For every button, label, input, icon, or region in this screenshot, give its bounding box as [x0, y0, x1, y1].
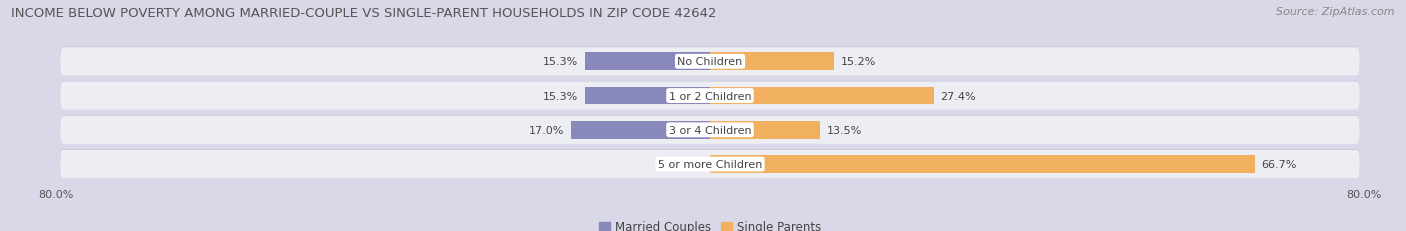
FancyBboxPatch shape	[60, 47, 1360, 75]
Text: 13.5%: 13.5%	[827, 125, 862, 135]
FancyBboxPatch shape	[60, 82, 1360, 109]
Text: 3 or 4 Children: 3 or 4 Children	[669, 125, 751, 135]
Text: 17.0%: 17.0%	[529, 125, 565, 135]
FancyBboxPatch shape	[60, 48, 1360, 76]
Text: No Children: No Children	[678, 57, 742, 67]
FancyBboxPatch shape	[60, 116, 1360, 144]
Text: 15.3%: 15.3%	[543, 91, 578, 101]
Legend: Married Couples, Single Parents: Married Couples, Single Parents	[599, 220, 821, 231]
Bar	[710, 155, 1256, 173]
Bar	[571, 121, 710, 139]
Bar	[585, 87, 710, 105]
Text: 1 or 2 Children: 1 or 2 Children	[669, 91, 751, 101]
Text: 27.4%: 27.4%	[941, 91, 976, 101]
Bar	[710, 53, 834, 71]
Bar	[585, 53, 710, 71]
Text: INCOME BELOW POVERTY AMONG MARRIED-COUPLE VS SINGLE-PARENT HOUSEHOLDS IN ZIP COD: INCOME BELOW POVERTY AMONG MARRIED-COUPL…	[11, 7, 717, 20]
Text: Source: ZipAtlas.com: Source: ZipAtlas.com	[1277, 7, 1395, 17]
Text: 5 or more Children: 5 or more Children	[658, 159, 762, 169]
FancyBboxPatch shape	[60, 116, 1360, 143]
Text: 66.7%: 66.7%	[1261, 159, 1298, 169]
Bar	[710, 121, 820, 139]
Text: 15.3%: 15.3%	[543, 57, 578, 67]
FancyBboxPatch shape	[60, 150, 1360, 178]
FancyBboxPatch shape	[60, 82, 1360, 110]
Text: 15.2%: 15.2%	[841, 57, 876, 67]
Text: 0.0%: 0.0%	[675, 159, 703, 169]
FancyBboxPatch shape	[60, 150, 1360, 178]
Bar	[710, 87, 934, 105]
